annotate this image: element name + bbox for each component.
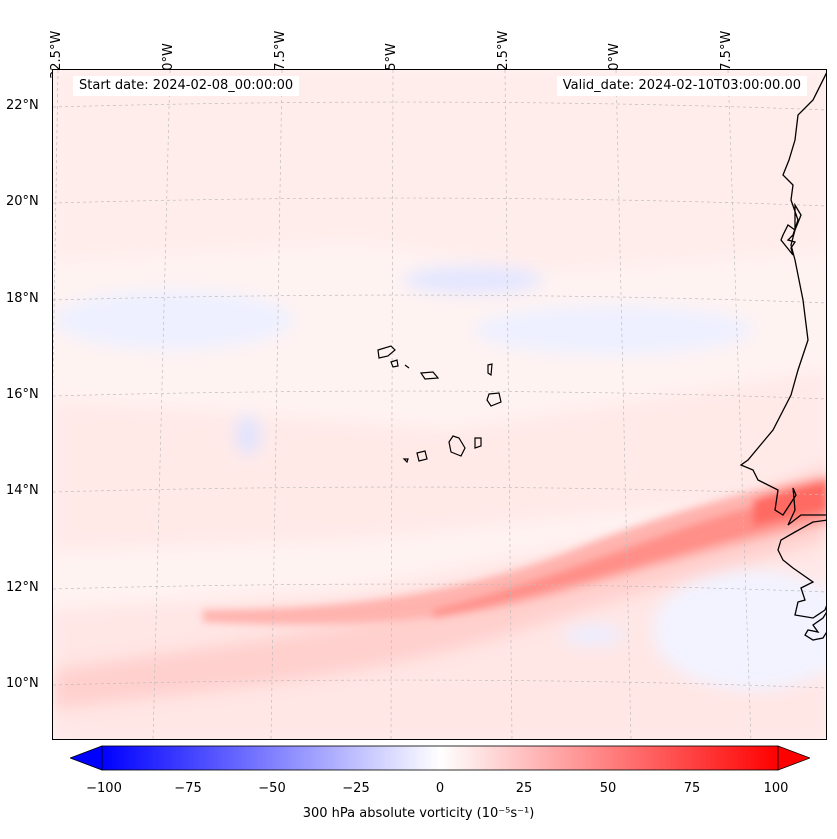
coastline: [739, 72, 826, 641]
colorbar-tick: 50: [599, 781, 617, 796]
colorbar-tick: −25: [342, 781, 370, 796]
colorbar-svg: [68, 745, 812, 771]
vorticity-map[interactable]: [52, 69, 827, 740]
colorbar-low-extend: [68, 745, 103, 771]
colorbar-tick: −100: [86, 781, 122, 796]
vorticity-band-core: [203, 475, 826, 625]
colorbar: [68, 744, 812, 778]
colorbar-tick: −75: [174, 781, 202, 796]
colorbar-tick: 100: [763, 781, 789, 796]
start-date-label: Start date: 2024-02-08_00:00:00: [73, 76, 300, 96]
valid-date-label: Valid_date: 2024-02-10T03:00:00.00: [556, 76, 807, 96]
lat-label-14n: 14°N: [6, 483, 39, 498]
lat-label-18n: 18°N: [6, 291, 39, 306]
lat-label-16n: 16°N: [6, 387, 39, 402]
colorbar-high-extend: [777, 745, 812, 771]
colorbar-label: 300 hPa absolute vorticity (10⁻⁵s⁻¹): [302, 806, 535, 821]
gridlines: [53, 70, 826, 739]
lat-label-12n: 12°N: [6, 580, 39, 595]
colorbar-tick: 0: [435, 781, 445, 796]
lat-label-10n: 10°N: [6, 676, 39, 691]
colorbar-tick: 75: [683, 781, 701, 796]
colorbar-gradient: [101, 745, 779, 771]
vorticity-field: [53, 70, 826, 739]
lat-label-22n: 22°N: [6, 98, 39, 113]
cape-verde-islands: [377, 345, 502, 464]
colorbar-tick: 25: [515, 781, 533, 796]
lat-label-20n: 20°N: [6, 194, 39, 209]
colorbar-tick: −50: [258, 781, 286, 796]
map-canvas: [53, 70, 826, 739]
